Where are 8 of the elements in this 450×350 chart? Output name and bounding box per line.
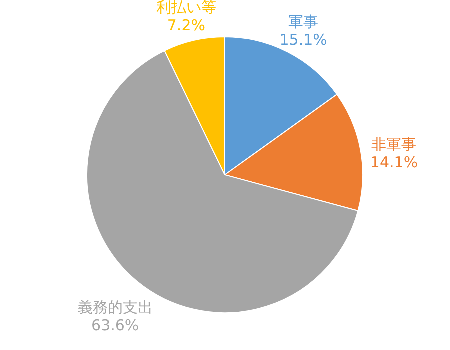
- slice-label: 非軍事: [372, 135, 417, 154]
- slice-label: 軍事: [288, 12, 319, 31]
- data-label: 14.1%: [370, 153, 418, 172]
- data-label: 7.2%: [167, 16, 206, 34]
- slice-label: 義務的支出: [78, 298, 153, 317]
- slice-label: 利払い等: [156, 0, 216, 16]
- data-label: 15.1%: [280, 30, 328, 49]
- data-label: 63.6%: [92, 316, 140, 335]
